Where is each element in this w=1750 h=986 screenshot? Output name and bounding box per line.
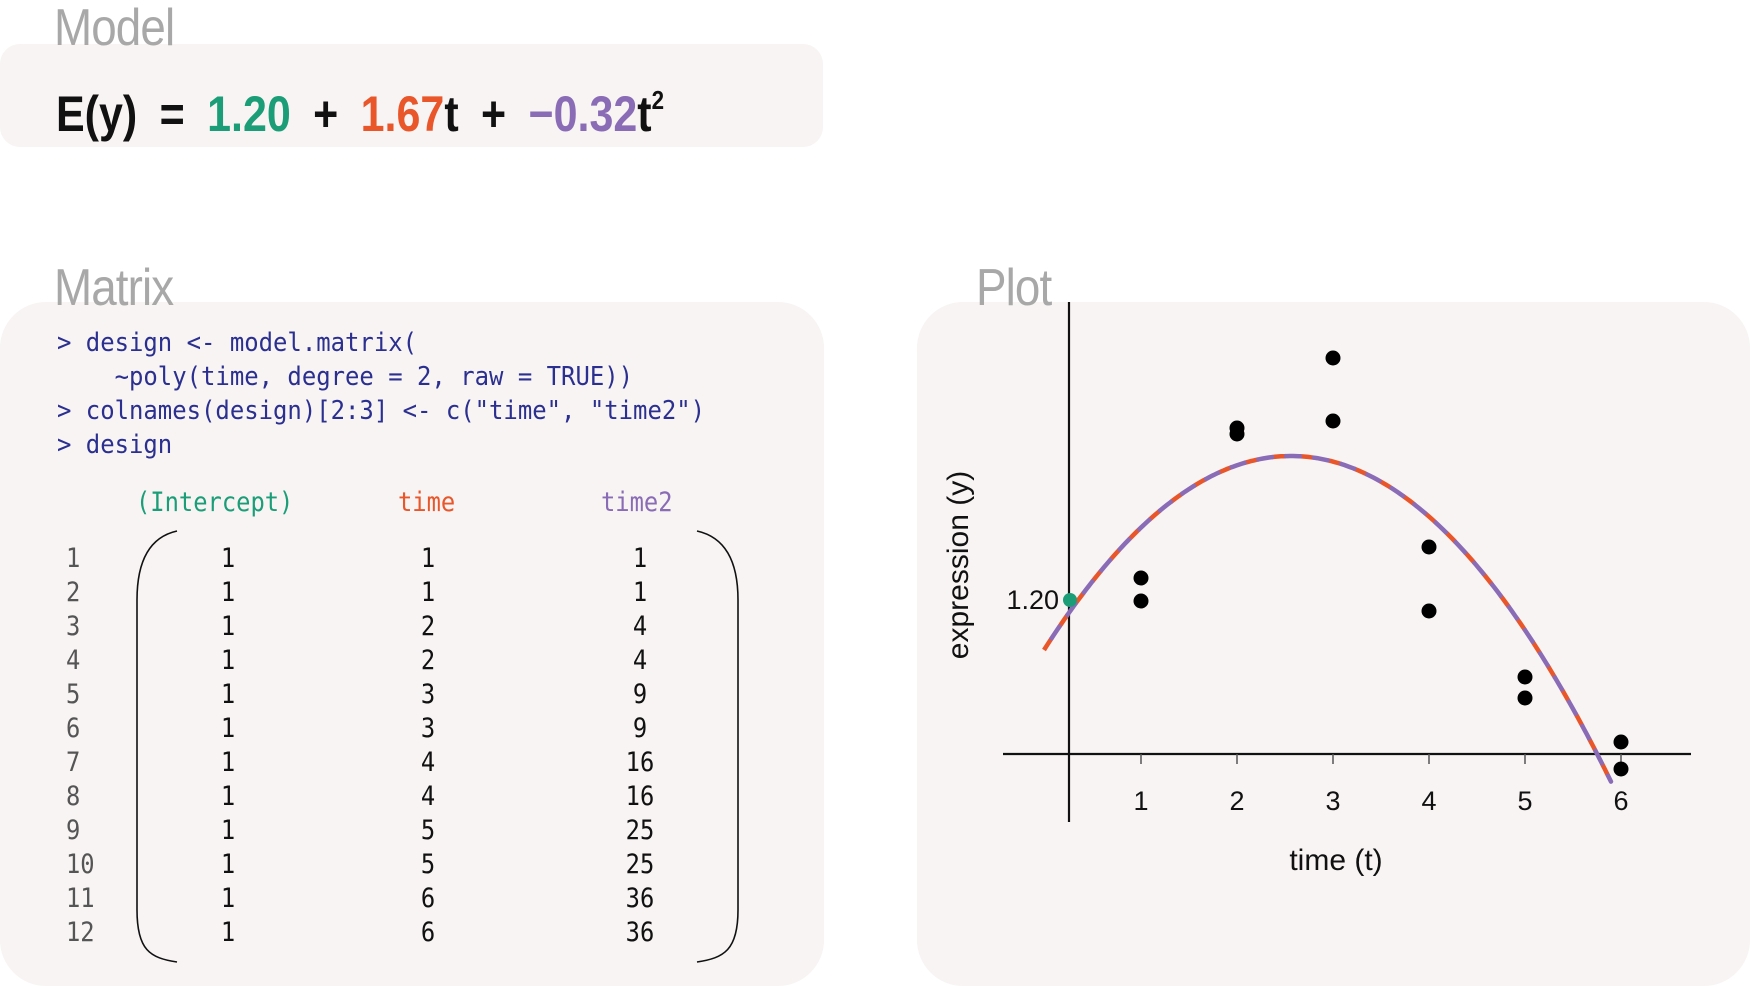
matrix-cell: 4 (632, 645, 648, 676)
matrix-cell: 4 (632, 611, 648, 642)
matrix-cell: 1 (220, 611, 236, 642)
x-tick-label: 4 (1421, 786, 1436, 816)
matrix-cell: 1 (632, 577, 648, 608)
x-tick-label: 5 (1517, 786, 1532, 816)
column-header-time: time (398, 487, 456, 518)
matrix-cell: 1 (632, 543, 648, 574)
matrix-cell: 16 (625, 781, 655, 812)
quadratic-coefficient: −0.32 (528, 86, 638, 142)
code-line: > colnames(design)[2:3] <- c("time", "ti… (57, 396, 706, 426)
code-line: > design <- model.matrix( (57, 328, 418, 358)
intercept-coefficient: 1.20 (207, 86, 291, 142)
x-tick-label: 3 (1325, 786, 1340, 816)
data-point (1325, 413, 1341, 429)
left-bracket (136, 530, 178, 963)
row-label: 7 (66, 747, 81, 778)
data-point (1613, 734, 1629, 750)
x-tick-label: 6 (1613, 786, 1628, 816)
row-label: 2 (66, 577, 81, 608)
matrix-cell: 1 (220, 883, 236, 914)
matrix-cell: 36 (625, 917, 655, 948)
matrix-cell: 1 (220, 645, 236, 676)
matrix-cell: 1 (220, 679, 236, 710)
intercept-point (1063, 593, 1077, 607)
matrix-cell: 9 (632, 679, 648, 710)
matrix-cell: 5 (420, 815, 436, 846)
row-label: 4 (66, 645, 81, 676)
quadratic-exponent: 2 (651, 85, 665, 115)
matrix-cell: 6 (420, 883, 436, 914)
column-header-time2: time2 (601, 487, 673, 518)
row-label: 3 (66, 611, 81, 642)
row-label: 10 (66, 849, 95, 880)
fitted-curve-purple-dashes (1041, 453, 1614, 784)
row-label: 6 (66, 713, 81, 744)
model-title: Model (54, 0, 175, 57)
x-tick-label: 1 (1133, 786, 1148, 816)
row-label: 9 (66, 815, 81, 846)
matrix-cell: 3 (420, 679, 436, 710)
data-point (1517, 669, 1533, 685)
data-point (1421, 539, 1437, 555)
matrix-cell: 1 (220, 917, 236, 948)
matrix-cell: 4 (420, 747, 436, 778)
row-label: 8 (66, 781, 81, 812)
matrix-cell: 1 (420, 577, 436, 608)
equation-lhs: E(y) (56, 86, 138, 142)
r-code-block: > design <- model.matrix( ~poly(time, de… (57, 326, 705, 462)
matrix-cell: 4 (420, 781, 436, 812)
matrix-cell: 1 (220, 713, 236, 744)
equals-sign: = (159, 86, 185, 142)
matrix-cell: 16 (625, 747, 655, 778)
matrix-cell: 36 (625, 883, 655, 914)
x-tick-label: 2 (1229, 786, 1244, 816)
matrix-cell: 1 (220, 577, 236, 608)
model-equation: E(y) = 1.20 +1.67t + −0.32t2 (56, 70, 665, 142)
x-axis-title: time (t) (1289, 844, 1382, 877)
data-point (1133, 570, 1149, 586)
matrix-cell: 6 (420, 917, 436, 948)
matrix-cell: 9 (632, 713, 648, 744)
matrix-title: Matrix (54, 259, 174, 317)
data-point (1421, 603, 1437, 619)
y-axis-title: expression (y) (942, 471, 975, 659)
row-label: 12 (66, 917, 95, 948)
linear-variable: t (444, 86, 459, 142)
right-bracket (696, 530, 739, 963)
matrix-cell: 1 (220, 849, 236, 880)
matrix-cell: 25 (625, 815, 655, 846)
row-label: 11 (66, 883, 95, 914)
linear-coefficient: 1.67 (360, 86, 445, 142)
code-line: > design (57, 430, 173, 460)
intercept-label: 1.20 (1006, 585, 1059, 615)
x-ticks: 1 2 3 4 5 6 (1133, 754, 1629, 816)
matrix-cell: 2 (420, 645, 436, 676)
column-header-intercept: (Intercept) (136, 487, 294, 518)
plus-sign: + (313, 86, 339, 142)
matrix-cell: 1 (220, 781, 236, 812)
matrix-cell: 2 (420, 611, 436, 642)
matrix-cell: 25 (625, 849, 655, 880)
matrix-cell: 3 (420, 713, 436, 744)
data-point (1613, 761, 1629, 777)
data-point (1325, 350, 1341, 366)
matrix-cell: 5 (420, 849, 436, 880)
data-point (1517, 690, 1533, 706)
plot-title: Plot (976, 259, 1052, 317)
model-panel (0, 44, 823, 147)
fitted-curve-orange-dashes (1042, 453, 1614, 783)
matrix-cell: 1 (420, 543, 436, 574)
code-line: ~poly(time, degree = 2, raw = TRUE)) (57, 362, 634, 392)
quadratic-variable: t (637, 86, 652, 142)
matrix-cell: 1 (220, 543, 236, 574)
data-point (1229, 426, 1245, 442)
matrix-cell: 1 (220, 815, 236, 846)
data-point (1133, 593, 1149, 609)
data-points (1133, 350, 1629, 777)
plus-sign: + (481, 86, 507, 142)
matrix-cell: 1 (220, 747, 236, 778)
row-label: 5 (66, 679, 81, 710)
row-label: 1 (66, 543, 81, 574)
